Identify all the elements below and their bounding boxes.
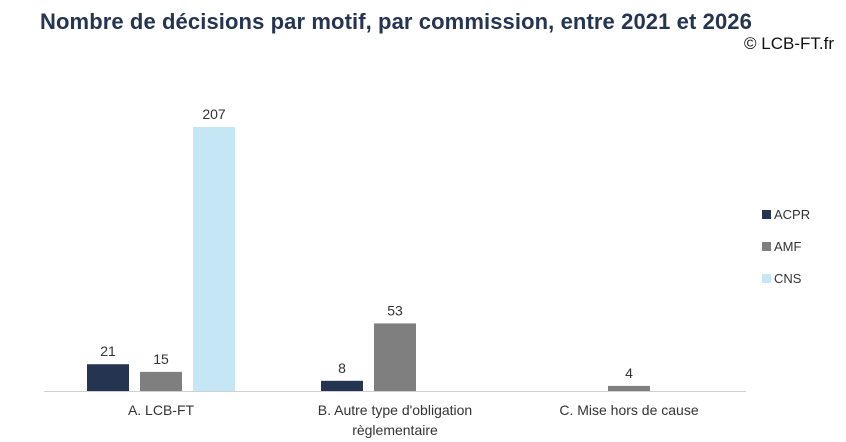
data-label-amf-1: 15 [153, 351, 169, 367]
legend-swatch-amf [762, 242, 771, 251]
legend-label-amf: AMF [774, 239, 802, 254]
legend-label-cns: CNS [774, 271, 802, 286]
category-label-2-line-1: B. Autre type d'obligation [318, 402, 472, 418]
bar-acpr-1 [87, 364, 129, 391]
category-label-1: A. LCB-FT [128, 402, 195, 418]
credit-text: © LCB-FT.fr [744, 34, 834, 53]
data-label-amf-2: 53 [387, 302, 403, 318]
data-label-cns-1: 207 [202, 106, 226, 122]
bar-acpr-2 [321, 380, 363, 391]
bar-amf-2 [374, 323, 416, 391]
data-label-acpr-1: 21 [100, 343, 116, 359]
bar-amf-3 [608, 385, 650, 391]
bar-cns-1 [193, 127, 235, 391]
bar-amf-1 [140, 371, 182, 391]
category-label-3: C. Mise hors de cause [559, 402, 698, 418]
legend-label-acpr: ACPR [774, 207, 810, 222]
legend-swatch-cns [762, 274, 771, 283]
data-label-acpr-2: 8 [338, 360, 346, 376]
data-label-amf-3: 4 [625, 365, 633, 381]
category-label-2-line-2: règlementaire [352, 422, 438, 438]
chart-title: Nombre de décisions par motif, par commi… [40, 9, 752, 34]
legend-swatch-acpr [762, 210, 771, 219]
